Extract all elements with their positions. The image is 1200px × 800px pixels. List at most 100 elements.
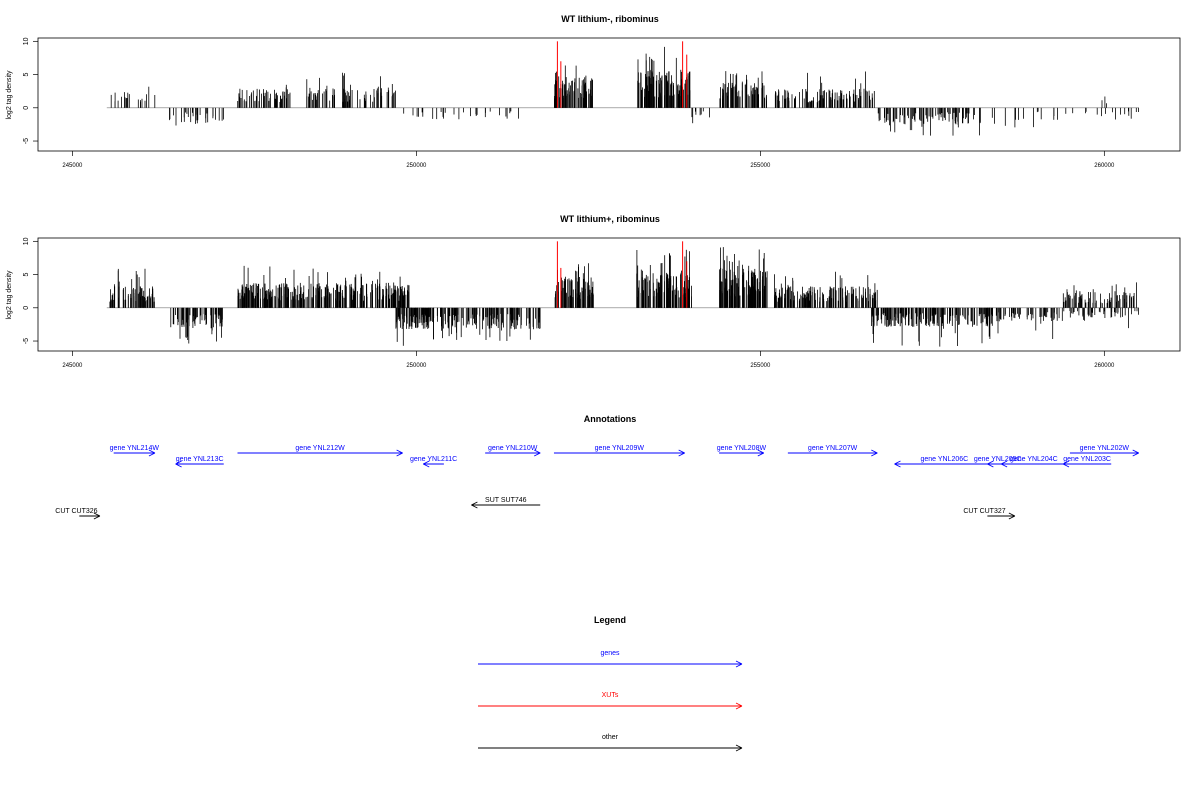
annotation-feature: gene YNL213C [175,456,224,468]
annotation-feature: CUT CUT327 [963,508,1016,520]
arrowhead [757,449,764,454]
x-tick-label: 260000 [1094,363,1115,369]
arrowhead [175,460,182,465]
arrowhead [735,747,743,752]
legend-items: genes XUTs other [478,650,743,752]
y-tick-label: 10 [23,37,30,45]
y-axis-label: log2 tag density [6,270,13,320]
y-axis: -5 0 5 10 [23,37,38,144]
annotation-feature: gene YNL203C [1062,456,1112,468]
density-bars [110,46,1139,136]
annotations-title: Annotations [584,414,637,424]
legend-title: Legend [594,615,626,625]
feature-label: CUT CUT327 [963,508,1005,515]
x-tick-label: 255000 [750,163,771,169]
arrowhead [423,460,430,465]
arrowhead [93,515,101,520]
legend-label: genes [600,650,620,657]
y-tick-label: 5 [23,73,30,77]
arrowhead [735,705,743,710]
legend: Legend genes XUTs other [478,615,743,752]
arrowhead [534,452,541,457]
arrowhead [757,452,764,457]
x-tick-label: 250000 [406,163,427,169]
y-tick-label: -5 [23,338,30,344]
arrowhead [175,463,182,468]
track-panel-lithium-minus: WT lithium-, ribominus log2 tag density … [6,14,1181,169]
arrowhead [534,449,541,454]
arrowhead [148,452,156,457]
arrowhead [471,501,478,506]
feature-label: SUT SUT746 [485,497,527,504]
plot-frame [37,237,1181,352]
y-tick-label: 0 [23,106,30,110]
gene-label: gene YNL209W [595,445,645,452]
annotation-feature: gene YNL202W [1069,445,1139,457]
arrowhead [1132,449,1139,454]
gene-label: gene YNL205C [974,456,1022,463]
legend-item: other [478,734,743,752]
arrowhead [871,452,878,457]
annotation-feature: gene YNL204C [1000,456,1067,468]
y-axis: -5 0 5 10 [23,237,38,344]
annotation-feature: SUT SUT746 [471,497,541,509]
arrowhead [423,463,430,468]
xut-peaks [556,241,688,308]
gene-label: gene YNL213C [176,456,224,463]
arrowhead [1132,452,1139,457]
x-axis: 245000 250000 255000 260000 [62,151,1115,169]
legend-label: other [602,734,619,741]
feature-label: CUT CUT326 [55,508,97,515]
arrowhead [987,463,994,468]
arrowhead [1008,512,1016,517]
arrowhead [1000,463,1008,468]
plot-frame [37,37,1181,152]
arrowhead [1062,460,1070,465]
arrowhead [678,449,685,454]
x-axis: 245000 250000 255000 260000 [62,351,1115,369]
arrowhead [1062,463,1070,468]
gene-label: gene YNL202W [1080,445,1130,452]
gene-label: gene YNL208W [717,445,767,452]
gene-label: gene YNL206C [921,456,969,463]
arrowhead [1000,460,1008,465]
annotation-feature: gene YNL210W [485,445,541,457]
arrowhead [735,663,743,668]
arrowhead [678,452,685,457]
arrowhead [735,744,743,749]
y-tick-label: 10 [23,237,30,245]
annotation-features: gene YNL214W gene YNL213C gene YNL212W gene… [55,445,1139,520]
arrowhead [93,512,101,517]
panel-title: WT lithium-, ribominus [561,14,659,24]
arrowhead [148,449,156,454]
y-tick-label: 5 [23,273,30,277]
arrowhead [987,460,994,465]
gene-label: gene YNL211C [410,456,457,463]
arrowhead [1008,515,1016,520]
annotation-feature: gene YNL212W [237,445,403,457]
x-tick-label: 245000 [62,163,83,169]
gene-label: gene YNL204C [1010,456,1058,463]
gene-label: gene YNL212W [295,445,345,452]
annotation-feature: gene YNL206C [894,456,995,468]
arrowhead [871,449,878,454]
panel-title: WT lithium+, ribominus [560,214,660,224]
xut-peaks [556,41,688,108]
legend-item: genes [478,650,743,668]
annotation-feature: gene YNL211C [410,456,457,468]
arrowhead [396,452,403,457]
legend-label: XUTs [602,692,619,699]
arrowhead [894,463,901,468]
gene-label: gene YNL203C [1063,456,1111,463]
x-tick-label: 245000 [62,363,83,369]
arrowhead [894,460,901,465]
annotation-feature: CUT CUT326 [55,508,101,520]
gene-label: gene YNL210W [488,445,538,452]
annotation-feature: gene YNL214W [110,445,159,457]
y-tick-label: 0 [23,306,30,310]
arrowhead [735,702,743,707]
arrowhead [471,504,478,509]
